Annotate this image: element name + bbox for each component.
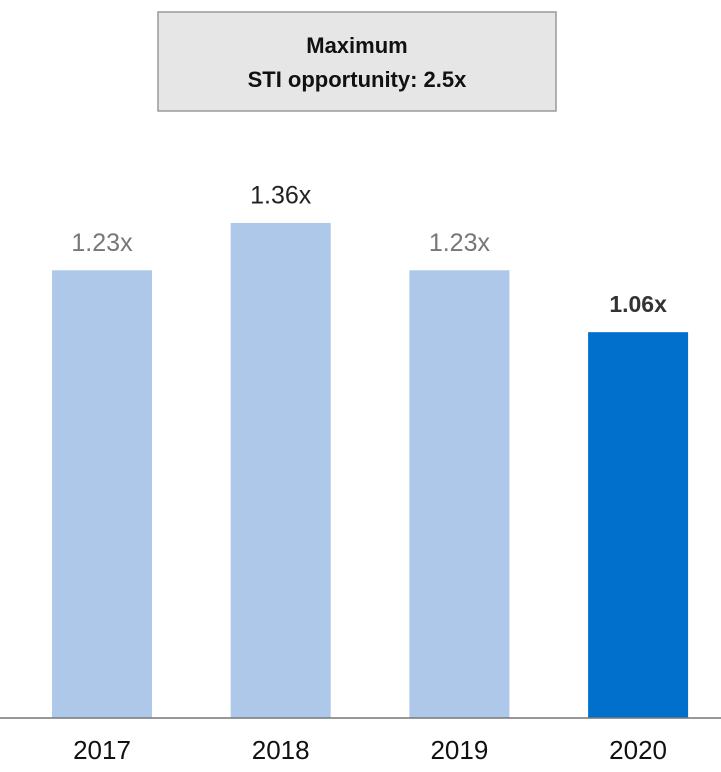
bar xyxy=(52,270,152,718)
data-label: 1.36x xyxy=(250,182,312,210)
x-tick-label: 2020 xyxy=(609,735,667,765)
x-tick-label: 2017 xyxy=(73,735,131,765)
chart-title: STI opportunity: 2.5x xyxy=(248,67,468,92)
bar xyxy=(409,270,510,718)
title-box xyxy=(157,11,557,112)
x-tick-label: 2018 xyxy=(252,735,310,765)
data-label: 1.23x xyxy=(71,229,133,257)
bar xyxy=(588,332,689,718)
data-label: 1.06x xyxy=(609,291,667,317)
x-tick-label: 2019 xyxy=(430,735,488,765)
bar xyxy=(230,222,331,718)
chart-title: Maximum xyxy=(306,33,407,58)
data-label: 1.23x xyxy=(429,229,491,257)
